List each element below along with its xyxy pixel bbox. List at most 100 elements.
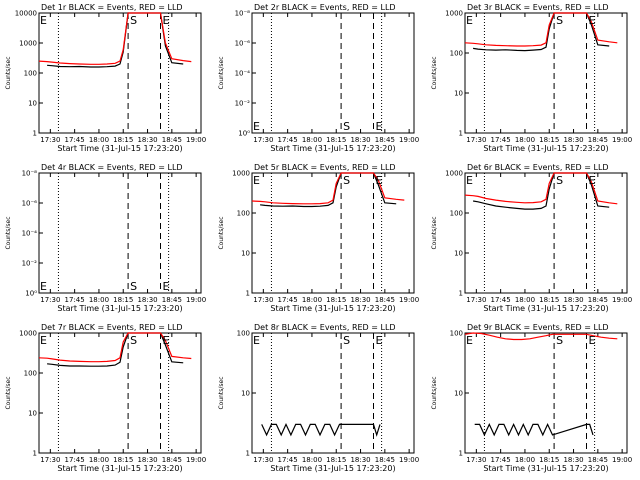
x-tick-label: 18:30: [563, 136, 583, 144]
y-tick-label: 10: [28, 100, 37, 108]
y-tick-label: 10⁰: [238, 130, 250, 138]
detector-panel-2: Det 2r BLACK = Events, RED = LLD 17:30 17:…: [218, 3, 419, 153]
x-tick-label: 18:30: [350, 456, 370, 464]
y-axis-label: Counts/sec: [218, 376, 225, 409]
x-axis-label: Start Time (31-Jul-15 17:23:20): [270, 464, 395, 473]
x-tick-label: 17:45: [278, 136, 298, 144]
y-tick-label: 10⁻²: [22, 260, 38, 268]
x-tick-label: 18:30: [563, 456, 583, 464]
y-tick-label: 10: [28, 410, 37, 418]
y-tick-label: 10⁻⁸: [235, 10, 251, 18]
y-axis-label: Counts/sec: [5, 216, 12, 249]
x-tick-label: 18:45: [162, 136, 182, 144]
x-tick-label: 18:45: [588, 136, 608, 144]
marker-label-s: S: [343, 334, 350, 347]
y-tick-label: 10: [241, 250, 250, 258]
x-tick-label: 18:30: [137, 296, 157, 304]
y-tick-label: 10: [454, 390, 463, 398]
x-tick-label: 19:00: [186, 296, 206, 304]
y-tick-label: 1000: [19, 40, 37, 48]
x-tick-label: 17:30: [40, 136, 60, 144]
marker-label-e: E: [589, 334, 596, 347]
x-tick-label: 17:45: [278, 456, 298, 464]
y-tick-label: 1: [246, 290, 250, 298]
x-tick-label: 18:00: [515, 136, 535, 144]
marker-label-e: E: [589, 174, 596, 187]
detector-panel-6: Det 6r BLACK = Events, RED = LLD 17:30 17:…: [431, 163, 632, 313]
y-tick-label: 1000: [445, 170, 463, 178]
x-tick-label: 18:30: [350, 296, 370, 304]
panel-title: Det 1r BLACK = Events, RED = LLD: [41, 3, 183, 12]
marker-label-s: S: [556, 334, 563, 347]
plot-frame: [38, 332, 202, 454]
y-tick-label: 1: [33, 130, 37, 138]
x-tick-label: 18:45: [162, 296, 182, 304]
y-tick-label: 10⁰: [25, 290, 37, 298]
x-tick-label: 18:00: [515, 456, 535, 464]
x-tick-label: 18:15: [113, 456, 133, 464]
lld-series-line: [38, 12, 192, 65]
marker-label-s: S: [343, 120, 350, 133]
x-tick-label: 19:00: [399, 136, 419, 144]
x-tick-label: 19:00: [612, 296, 632, 304]
plot-frame: [38, 12, 202, 134]
x-tick-label: 18:30: [563, 296, 583, 304]
x-tick-label: 18:45: [588, 456, 608, 464]
panel-title: Det 3r BLACK = Events, RED = LLD: [467, 3, 609, 12]
x-tick-label: 19:00: [399, 456, 419, 464]
x-axis-label: Start Time (31-Jul-15 17:23:20): [483, 304, 608, 313]
panel-title: Det 9r BLACK = Events, RED = LLD: [467, 323, 609, 332]
x-tick-label: 17:30: [466, 456, 486, 464]
x-axis-label: Start Time (31-Jul-15 17:23:20): [270, 304, 395, 313]
x-axis-label: Start Time (31-Jul-15 17:23:20): [57, 464, 182, 473]
x-tick-label: 18:15: [326, 136, 346, 144]
x-tick-label: 18:00: [302, 296, 322, 304]
x-tick-label: 18:15: [113, 136, 133, 144]
plot-frame: [38, 172, 202, 294]
x-tick-label: 17:30: [40, 456, 60, 464]
x-tick-label: 17:45: [278, 296, 298, 304]
x-axis-label: Start Time (31-Jul-15 17:23:20): [57, 304, 182, 313]
y-tick-label: 1: [459, 290, 463, 298]
x-tick-label: 18:15: [113, 296, 133, 304]
y-tick-label: 100: [24, 70, 37, 78]
marker-label-e: E: [163, 280, 170, 293]
panel-title: Det 7r BLACK = Events, RED = LLD: [41, 323, 183, 332]
events-series-line: [473, 172, 610, 210]
x-tick-label: 18:00: [515, 296, 535, 304]
marker-label-e: E: [163, 334, 170, 347]
marker-label-s: S: [130, 280, 137, 293]
x-tick-label: 18:15: [539, 136, 559, 144]
x-tick-label: 18:45: [375, 296, 395, 304]
y-axis-label: Counts/sec: [5, 376, 12, 409]
lld-series-line: [464, 12, 618, 47]
x-tick-label: 18:15: [326, 296, 346, 304]
x-tick-label: 18:00: [302, 456, 322, 464]
events-series-line: [474, 422, 594, 437]
marker-label-s: S: [343, 174, 350, 187]
x-tick-label: 18:00: [89, 136, 109, 144]
x-tick-label: 18:45: [162, 456, 182, 464]
plot-frame: [464, 332, 628, 454]
marker-label-s: S: [130, 14, 137, 27]
y-tick-label: 10⁻⁶: [235, 40, 251, 48]
y-tick-label: 100: [237, 210, 250, 218]
x-tick-label: 17:45: [65, 136, 85, 144]
x-tick-label: 18:30: [350, 136, 370, 144]
y-tick-label: 100: [24, 370, 37, 378]
marker-label-e: E: [466, 334, 473, 347]
y-tick-label: 1: [246, 450, 250, 458]
y-tick-label: 1: [459, 130, 463, 138]
events-series-line: [473, 12, 610, 52]
lld-series-line: [251, 172, 405, 205]
y-tick-label: 1000: [445, 10, 463, 18]
y-tick-label: 100: [237, 330, 250, 338]
panel-title: Det 5r BLACK = Events, RED = LLD: [254, 163, 396, 172]
x-tick-label: 17:45: [491, 136, 511, 144]
marker-label-e: E: [376, 334, 383, 347]
lld-series-line: [464, 172, 618, 205]
x-tick-label: 18:00: [89, 296, 109, 304]
x-axis-label: Start Time (31-Jul-15 17:23:20): [483, 464, 608, 473]
y-tick-label: 10: [454, 90, 463, 98]
x-tick-label: 18:30: [137, 456, 157, 464]
